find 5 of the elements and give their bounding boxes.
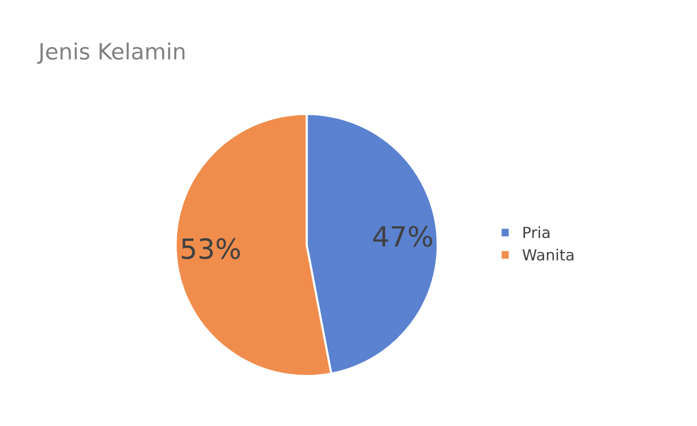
data-label: 53% xyxy=(182,238,240,260)
data-label: 47% xyxy=(373,226,432,247)
legend-label: Pria xyxy=(523,226,550,238)
chart-title: Jenis Kelamin xyxy=(37,42,184,64)
legend-label: Wanita xyxy=(522,248,574,261)
